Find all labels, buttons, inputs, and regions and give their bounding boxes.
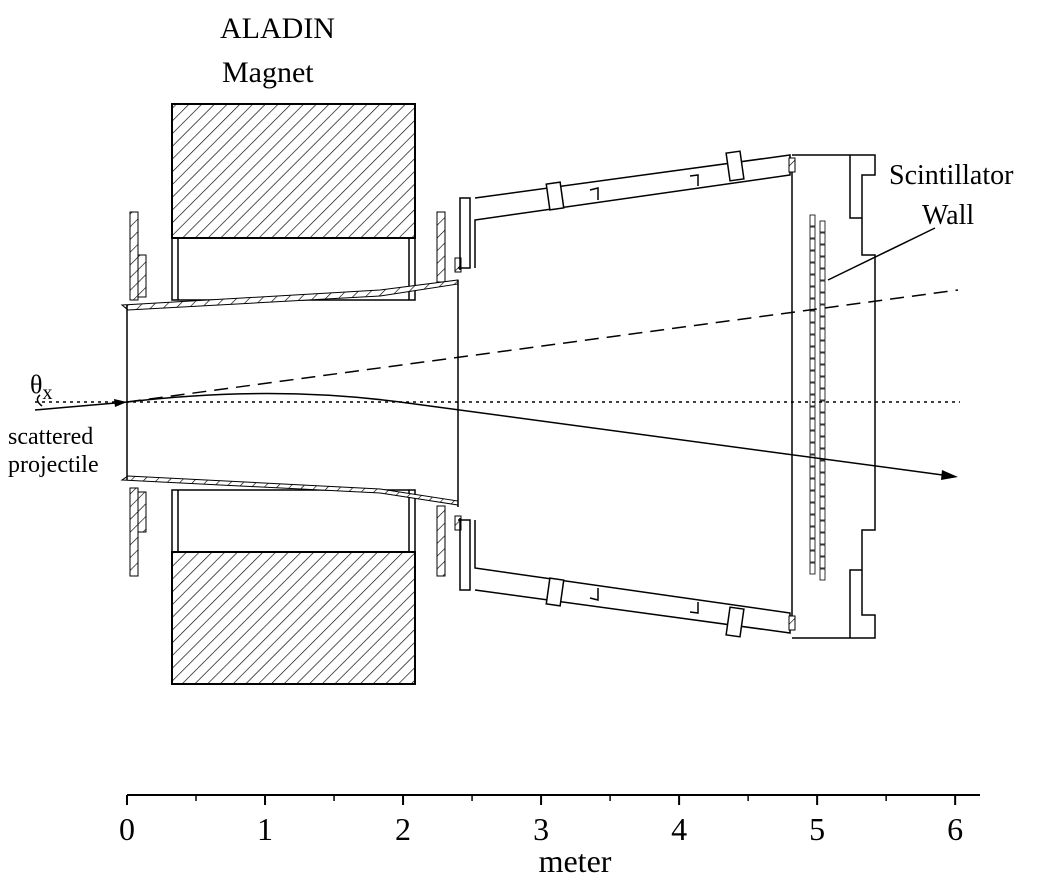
wall-slat [809, 214, 816, 227]
wall-slat [819, 460, 826, 473]
wall-slat [809, 538, 816, 551]
wall-slat [809, 274, 816, 287]
wall-slat [819, 448, 826, 461]
trajectory-label: projectile [8, 452, 99, 478]
wall-slat [809, 382, 816, 395]
wall-slat [809, 298, 816, 311]
trajectory-label: scattered [8, 424, 93, 450]
wall-slat [819, 508, 826, 521]
wall-slat [809, 394, 816, 407]
wall-slat [809, 526, 816, 539]
wall-slat [819, 496, 826, 509]
wall-slat [819, 376, 826, 389]
wall-slat [809, 370, 816, 383]
wall-slat [819, 520, 826, 533]
tick-label: 0 [119, 811, 135, 847]
wall-slat [819, 436, 826, 449]
drawing: 0 1 2 3 4 5 6 [34, 103, 980, 847]
tick-label: 3 [533, 811, 549, 847]
wall-slat [809, 514, 816, 527]
wall-slat [809, 550, 816, 563]
angle-label: θx [30, 370, 52, 404]
axis-title: meter [539, 843, 612, 879]
wall-slat [809, 226, 816, 239]
tick-label: 2 [395, 811, 411, 847]
wall-slat [809, 310, 816, 323]
wall-slat [819, 472, 826, 485]
tick-label: 5 [809, 811, 825, 847]
tick-label: 6 [947, 811, 963, 847]
wall-slat [809, 490, 816, 503]
wall-slat [809, 430, 816, 443]
wall-slat [819, 352, 826, 365]
wall-slat [819, 328, 826, 341]
wall-slat [819, 544, 826, 557]
wall-slat [809, 454, 816, 467]
wall-slat [809, 442, 816, 455]
wall-slat [819, 304, 826, 317]
wall-slat [819, 268, 826, 281]
wall-slat [819, 388, 826, 401]
wall-slat [819, 484, 826, 497]
wall-title: Scintillator [889, 160, 1014, 191]
wall-slat [819, 220, 826, 233]
wall-slat [809, 286, 816, 299]
tick-label: 4 [671, 811, 687, 847]
wall-slat [819, 364, 826, 377]
wall-subtitle: Wall [922, 200, 974, 231]
wall-slat [809, 250, 816, 263]
wall-slat [809, 406, 816, 419]
wall-slat [819, 280, 826, 293]
wall-slat [819, 532, 826, 545]
wall-slat [819, 568, 826, 581]
wall-slat [809, 562, 816, 575]
wall-slat [809, 334, 816, 347]
magnet-subtitle: Magnet [222, 56, 314, 89]
wall-slat [809, 358, 816, 371]
wall-slat [809, 418, 816, 431]
wall-slat [819, 556, 826, 569]
wall-slat [819, 400, 826, 413]
angle-subscript: x [42, 382, 52, 404]
wall-slat [809, 466, 816, 479]
wall-slat [809, 238, 816, 251]
wall-slat [819, 424, 826, 437]
wall-slat [819, 340, 826, 353]
wall-slat [819, 232, 826, 245]
tick-label: 1 [257, 811, 273, 847]
wall-slat [809, 502, 816, 515]
wall-slat [809, 478, 816, 491]
angle-symbol: θ [30, 370, 42, 399]
wall-slat [819, 316, 826, 329]
wall-slat [819, 244, 826, 257]
magnet-title: ALADIN [220, 12, 335, 45]
wall-slat [819, 256, 826, 269]
wall-slat [809, 346, 816, 359]
wall-slat [809, 322, 816, 335]
wall-slat [819, 412, 826, 425]
wall-slat [809, 262, 816, 275]
wall-slat [819, 292, 826, 305]
